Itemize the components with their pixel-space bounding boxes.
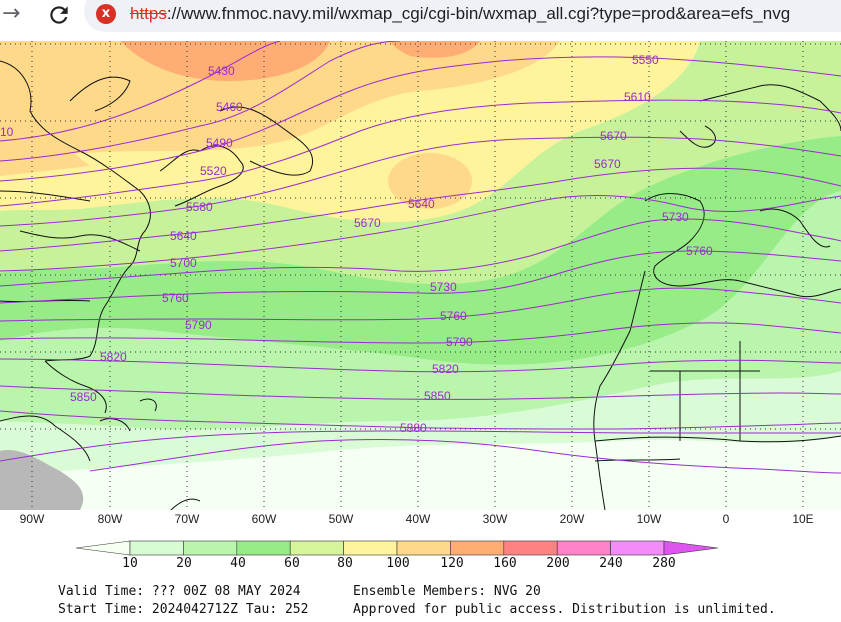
colorbar-swatch: [556, 540, 611, 556]
weather-map: 5430 5460 5490 5520 5550 5580 5610 5640 …: [0, 41, 841, 510]
lon-label: 50W: [328, 512, 354, 526]
colorbar-swatch: [236, 540, 291, 556]
url-scheme: https: [130, 4, 167, 23]
lon-label: 80W: [97, 512, 123, 526]
lon-label: 40W: [405, 512, 431, 526]
address-bar[interactable]: [84, 0, 841, 32]
contour-label: 5880: [400, 421, 427, 435]
colorbar-label: 10: [122, 556, 138, 571]
contour-label: 5670: [354, 216, 381, 230]
contour-label: 5580: [186, 200, 213, 214]
contour-label: 5670: [600, 129, 627, 143]
contour-label: 5760: [686, 244, 713, 258]
contour-label: 5610: [624, 90, 651, 104]
colorbar-label: 60: [284, 556, 300, 571]
contour-label: 5730: [662, 210, 689, 224]
start-time: Start Time: 2024042712Z Tau: 252: [58, 602, 309, 617]
contour-label: 5760: [440, 309, 467, 323]
contour-label: 5730: [430, 280, 457, 294]
contour-label: 5850: [70, 390, 97, 404]
colorbar-label: 20: [176, 556, 192, 571]
contour-label: 5790: [446, 335, 473, 349]
colorbar-swatch: [129, 540, 184, 556]
lon-label: 70W: [174, 512, 200, 526]
lon-label: 10W: [636, 512, 662, 526]
map-canvas: 5430 5460 5490 5520 5550 5580 5610 5640 …: [0, 41, 841, 510]
colorbar-label: 280: [652, 556, 676, 571]
colorbar-swatch: [343, 540, 398, 556]
colorbar-swatch: [610, 540, 665, 556]
contour-label: 10: [0, 125, 14, 139]
contour-label: 5820: [100, 350, 127, 364]
colorbar-swatch: [183, 540, 238, 556]
lon-label: 90W: [19, 512, 45, 526]
colorbar-swatch: [503, 540, 558, 556]
contour-label: 5700: [170, 256, 197, 270]
colorbar-label: 40: [230, 556, 246, 571]
colorbar-label: 80: [337, 556, 353, 571]
contour-label: 5460: [216, 100, 243, 114]
colorbar-label: 160: [493, 556, 517, 571]
contour-label: 5670: [594, 157, 621, 171]
lon-label: 60W: [251, 512, 277, 526]
lon-label: 20W: [559, 512, 585, 526]
contour-label: 5550: [632, 53, 659, 67]
colorbar-label: 120: [440, 556, 464, 571]
colorbar-label: 100: [386, 556, 410, 571]
contour-label: 5850: [424, 389, 451, 403]
colorbar-label: 200: [546, 556, 570, 571]
colorbar-swatch: [396, 540, 451, 556]
contour-label: 5520: [200, 164, 227, 178]
valid-time: Valid Time: ??? 00Z 08 MAY 2024: [58, 584, 301, 599]
ensemble-members: Ensemble Members: NVG 20: [353, 584, 541, 599]
contour-label: 5820: [432, 362, 459, 376]
url-text[interactable]: https://www.fnmoc.navy.mil/wxmap_cgi/cgi…: [130, 3, 790, 25]
colorbar-swatch: [450, 540, 505, 556]
lon-label: 0: [722, 512, 730, 526]
colorbar-swatch: [289, 540, 344, 556]
colorbar-max-arrow: [663, 540, 719, 556]
approval-notice: Approved for public access. Distribution…: [353, 602, 776, 617]
contour-label: 5640: [170, 229, 197, 243]
lon-label: 10E: [792, 512, 814, 526]
contour-label: 5760: [162, 291, 189, 305]
lon-label: 30W: [482, 512, 508, 526]
contour-label: 5430: [208, 64, 235, 78]
contour-label: 5490: [206, 136, 233, 150]
forward-arrow-icon[interactable]: →: [2, 1, 21, 26]
colorbar: [76, 540, 719, 556]
browser-toolbar: → x https://www.fnmoc.navy.mil/wxmap_cgi…: [0, 0, 841, 40]
reload-icon[interactable]: [46, 2, 72, 28]
contour-label: 5790: [185, 318, 212, 332]
not-secure-icon[interactable]: x: [96, 4, 116, 24]
longitude-axis: 90W 80W 70W 60W 50W 40W 30W 20W 10W 0 10…: [0, 512, 841, 530]
contour-label: 5640: [408, 197, 435, 211]
url-path: ://www.fnmoc.navy.mil/wxmap_cgi/cgi-bin/…: [166, 4, 791, 23]
colorbar-label: 240: [599, 556, 623, 571]
colorbar-min-arrow: [76, 540, 131, 556]
